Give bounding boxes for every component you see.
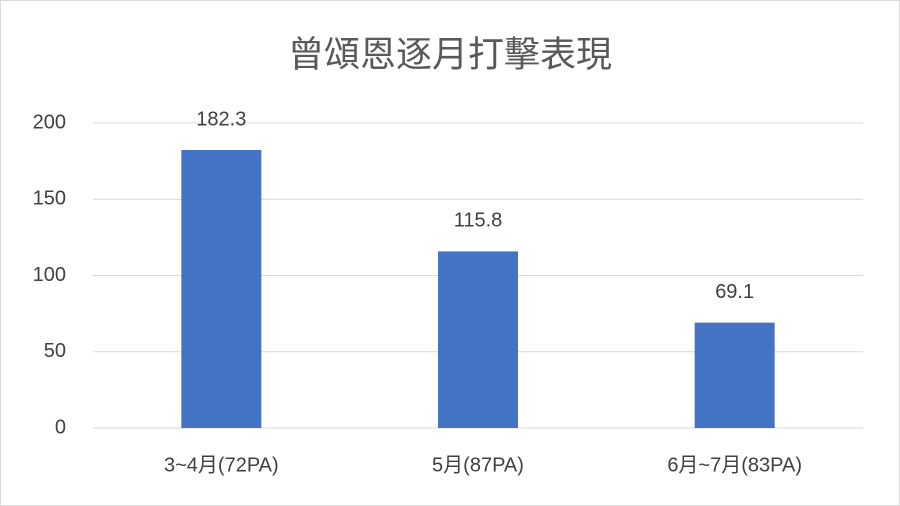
data-label: 115.8 (454, 210, 503, 232)
data-label: 69.1 (715, 281, 754, 303)
x-tick-label: 5月(87PA) (432, 454, 524, 476)
x-tick-label: 6月~7月(83PA) (667, 454, 802, 476)
bar (181, 149, 262, 428)
y-tick-label: 50 (44, 340, 66, 362)
x-tick-label: 3~4月(72PA) (164, 454, 279, 476)
bar (694, 322, 775, 428)
y-tick-label: 150 (33, 188, 66, 210)
y-tick-label: 200 (33, 111, 66, 133)
chart-title: 曾頌恩逐月打擊表現 (288, 34, 612, 75)
data-label: 182.3 (196, 108, 246, 130)
bar (438, 251, 518, 428)
y-tick-label: 0 (55, 416, 66, 438)
y-tick-label: 100 (33, 264, 66, 286)
